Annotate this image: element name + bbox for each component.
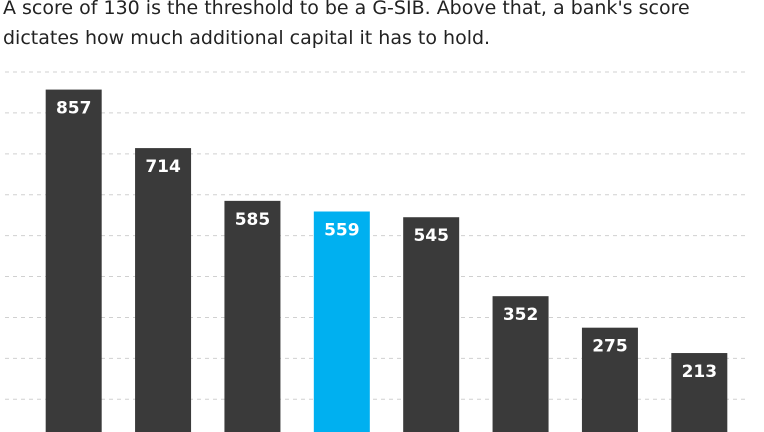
bar [403,217,460,432]
data-label: 559 [324,221,360,241]
bar [492,296,549,432]
bar [313,211,370,432]
bar [671,353,728,432]
bar [135,148,192,432]
data-label: 857 [56,99,92,119]
data-label: 545 [413,226,449,246]
data-label: 275 [592,337,628,357]
chart-title: A score of 130 is the threshold to be a … [3,0,690,19]
data-label: 213 [682,362,718,382]
bar [581,327,638,432]
data-label: 585 [235,210,271,230]
data-label: 714 [145,157,181,177]
data-label: 352 [503,305,539,325]
bar [224,200,281,432]
chart-title: dictates how much additional capital it … [3,27,490,49]
bar [45,89,102,432]
